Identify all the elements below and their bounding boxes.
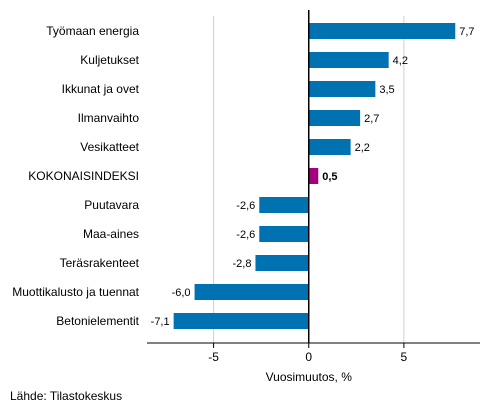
bar <box>173 313 309 329</box>
bar <box>259 197 309 213</box>
bar <box>308 168 319 184</box>
category-label: Ilmanvaihto <box>78 111 140 125</box>
category-label: Betonielementit <box>56 314 139 328</box>
value-label: 3,5 <box>379 84 394 96</box>
value-label: -6,0 <box>172 287 191 299</box>
value-label: -7,1 <box>151 316 170 328</box>
value-label: -2,6 <box>236 200 255 212</box>
value-label: 2,7 <box>364 113 379 125</box>
category-label: Kuljetukset <box>80 53 139 67</box>
bar <box>308 110 361 126</box>
bar <box>308 81 376 97</box>
category-label: Teräsrakenteet <box>60 256 140 270</box>
category-label: Muottikalusto ja tuennat <box>12 285 139 299</box>
x-tick-label: 0 <box>305 350 312 364</box>
x-axis-ticks: -5 0 5 <box>208 343 408 364</box>
bars <box>173 23 456 329</box>
bar <box>194 284 309 300</box>
value-label: 0,5 <box>322 171 337 183</box>
category-label: Maa-aines <box>83 227 139 241</box>
value-label: -2,6 <box>236 229 255 241</box>
category-labels: Työmaan energia Kuljetukset Ikkunat ja ove… <box>12 24 139 328</box>
source-note: Lähde: Tilastokeskus <box>10 389 123 403</box>
bar <box>308 52 389 68</box>
bar <box>255 255 309 271</box>
bar <box>308 139 351 155</box>
category-label: KOKONAISINDEKSI <box>28 169 139 183</box>
x-tick-label: 5 <box>401 350 408 364</box>
value-label: 7,7 <box>459 26 474 38</box>
category-label: Työmaan energia <box>46 24 139 38</box>
value-label: -2,8 <box>232 258 251 270</box>
x-tick-label: -5 <box>208 350 219 364</box>
bar <box>259 226 309 242</box>
x-axis-label: Vuosimuutos, % <box>266 370 353 384</box>
value-label: 2,2 <box>355 142 370 154</box>
category-label: Puutavara <box>84 198 139 212</box>
category-label: Vesikatteet <box>80 140 139 154</box>
value-labels: 7,7 4,2 3,5 2,7 2,2 0,5 -2,6 -2,6 -2,8 -6,0 -7,1 <box>151 26 475 328</box>
value-label: 4,2 <box>393 55 408 67</box>
bar <box>308 23 456 39</box>
category-label: Ikkunat ja ovet <box>62 82 140 96</box>
